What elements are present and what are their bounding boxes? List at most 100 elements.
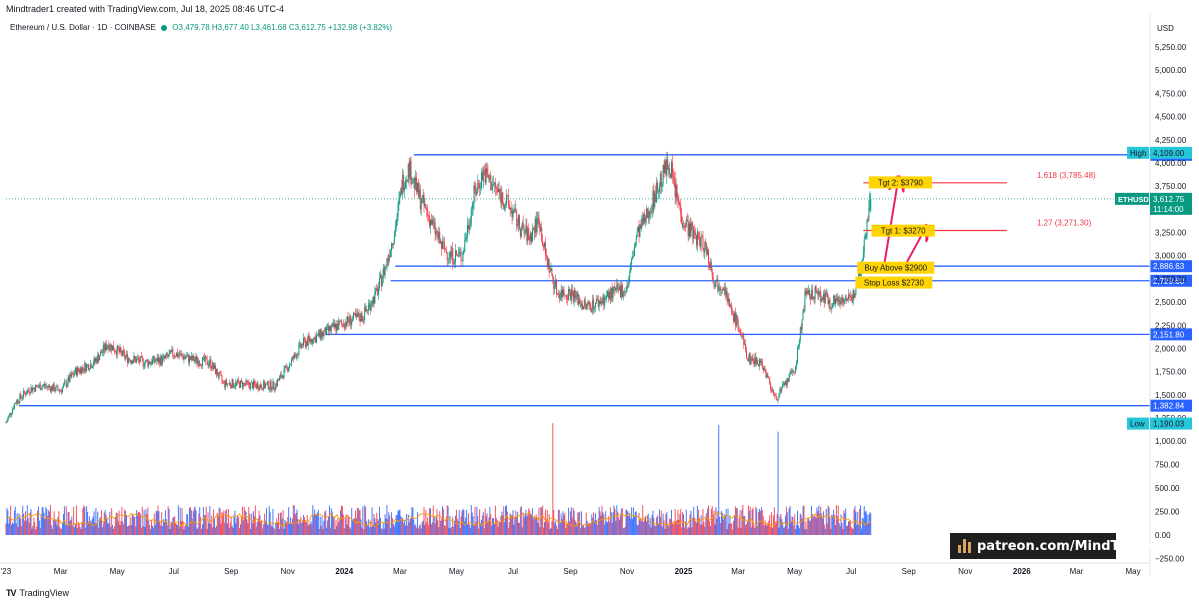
candle-body xyxy=(540,227,542,232)
candle-body xyxy=(272,381,274,390)
candle-body xyxy=(506,195,508,197)
volume-bar xyxy=(654,525,656,535)
candle-body xyxy=(795,366,797,373)
candle-body xyxy=(725,290,727,295)
volume-bar xyxy=(201,524,203,535)
candle-body xyxy=(649,211,651,218)
footer: TV TradingView xyxy=(6,588,69,598)
candle-body xyxy=(503,203,505,210)
volume-bar xyxy=(71,516,73,535)
candle-body xyxy=(806,290,808,294)
candle-body xyxy=(306,341,308,346)
candle-body xyxy=(227,383,229,385)
volume-bar xyxy=(774,522,776,535)
volume-bar xyxy=(198,513,200,535)
volume-bar xyxy=(251,513,253,535)
candle-body xyxy=(666,159,668,176)
candle-body xyxy=(847,298,849,301)
volume-bar xyxy=(266,524,268,535)
candle-body xyxy=(86,364,88,372)
volume-bar xyxy=(753,525,755,535)
price-tick-label: 2,250.00 xyxy=(1155,321,1187,330)
candle-body xyxy=(264,381,266,388)
candle-body xyxy=(251,382,253,384)
candle-body xyxy=(703,249,705,253)
volume-bar xyxy=(381,529,383,535)
symbol-legend[interactable]: Ethereum / U.S. Dollar · 1D · COINBASE O… xyxy=(10,23,392,32)
candle-body xyxy=(496,188,498,189)
volume-bar xyxy=(341,505,343,535)
volume-bar xyxy=(11,522,13,535)
volume-bar xyxy=(717,511,719,535)
volume-bar xyxy=(573,510,575,535)
volume-bar xyxy=(617,511,619,535)
volume-bar xyxy=(456,518,458,535)
volume-bar xyxy=(436,509,438,535)
candle-body xyxy=(478,183,480,184)
candle-body xyxy=(225,380,227,387)
candle-body xyxy=(21,397,23,399)
candle-body xyxy=(380,274,382,286)
volume-bar xyxy=(334,529,336,535)
volume-bar xyxy=(496,519,498,535)
candle-body xyxy=(90,363,92,369)
candle-body xyxy=(632,256,634,257)
candle-body xyxy=(94,358,96,362)
volume-bar xyxy=(636,524,638,535)
candle-body xyxy=(374,291,376,304)
candle-body xyxy=(475,190,477,196)
candle-body xyxy=(488,177,490,180)
ohlc-high: H3,677.40 xyxy=(211,23,249,32)
candle-body xyxy=(747,358,749,362)
volume-bar xyxy=(75,523,77,535)
volume-bar xyxy=(145,509,147,535)
candlesticks xyxy=(5,151,872,424)
candle-body xyxy=(398,198,400,205)
level-price-label: 2,151.80 xyxy=(1153,330,1185,339)
candle-body xyxy=(797,345,799,348)
candle-body xyxy=(868,207,870,220)
volume-bar xyxy=(493,523,495,535)
volume-bar xyxy=(299,520,301,535)
volume-bar xyxy=(506,511,508,535)
volume-bar xyxy=(59,526,61,535)
horizontal-levels[interactable]: 4,087.632,886.632,729.602,151.801,382.84 xyxy=(6,148,1192,412)
candle-body xyxy=(594,308,596,309)
candle-body xyxy=(607,291,609,297)
candle-body xyxy=(865,236,867,239)
trade-annotations[interactable]: 1.618 (3,785.48)1.27 (3,271.30)Tgt 2: $3… xyxy=(855,171,1096,289)
volume-bar xyxy=(420,528,422,535)
symbol-name[interactable]: Ethereum / U.S. Dollar · 1D · COINBASE xyxy=(10,23,156,32)
candle-body xyxy=(754,356,756,365)
volume-bar xyxy=(227,509,229,535)
candle-body xyxy=(189,356,191,363)
candle-body xyxy=(530,232,532,241)
candle-body xyxy=(304,339,306,347)
price-tick-label: 3,750.00 xyxy=(1155,182,1187,191)
volume-bar xyxy=(395,515,397,535)
volume-bar xyxy=(262,528,264,535)
volume-bar xyxy=(715,507,717,535)
candle-body xyxy=(818,291,820,296)
volume-bar xyxy=(837,505,839,535)
candle-body xyxy=(198,360,200,366)
axes[interactable]: USD5,250.005,000.004,750.004,500.004,250… xyxy=(0,14,1192,576)
volume-bar xyxy=(826,523,828,535)
volume-bar xyxy=(859,508,861,535)
time-tick-label: Mar xyxy=(393,567,407,576)
volume-bar xyxy=(153,513,155,535)
volume-bar xyxy=(682,511,684,535)
volume-bar xyxy=(95,508,97,535)
candle-body xyxy=(334,323,336,328)
symbol-tag-text: ETHUSD xyxy=(1118,195,1149,204)
volume-bar xyxy=(22,505,24,535)
volume-bar xyxy=(720,523,722,535)
candle-body xyxy=(587,302,589,304)
volume-bar xyxy=(678,519,680,535)
candle-body xyxy=(694,230,696,233)
volume-bar xyxy=(747,505,749,535)
volume-bar xyxy=(552,423,554,535)
candle-body xyxy=(245,380,247,385)
candle-body xyxy=(593,299,595,309)
